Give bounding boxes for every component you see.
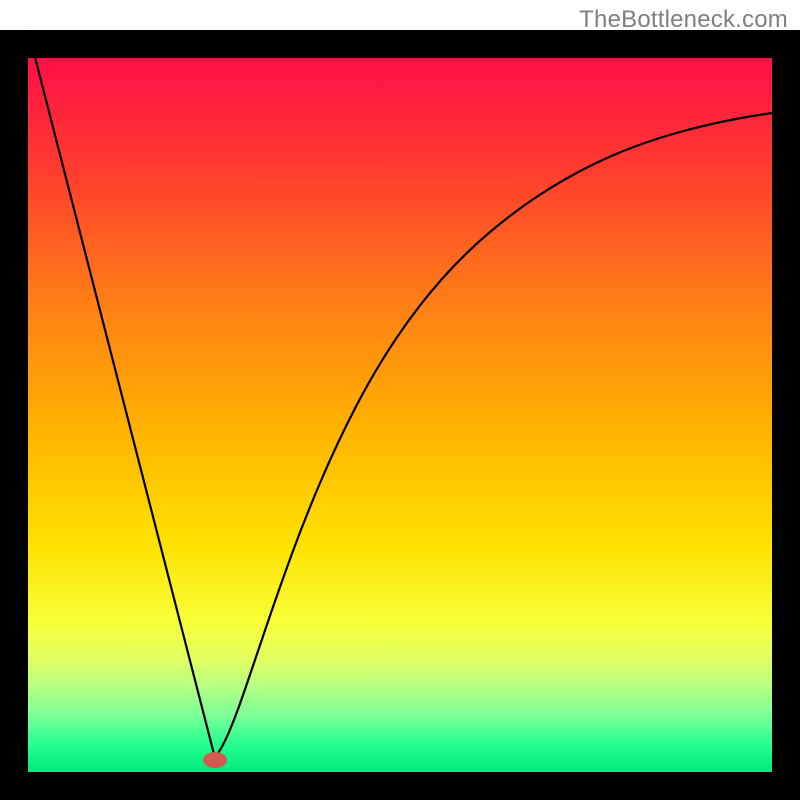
curve-path — [28, 30, 772, 758]
chart-stage: TheBottleneck.com — [0, 0, 800, 800]
curve-svg — [0, 0, 800, 800]
curve-minimum-marker — [203, 752, 227, 768]
